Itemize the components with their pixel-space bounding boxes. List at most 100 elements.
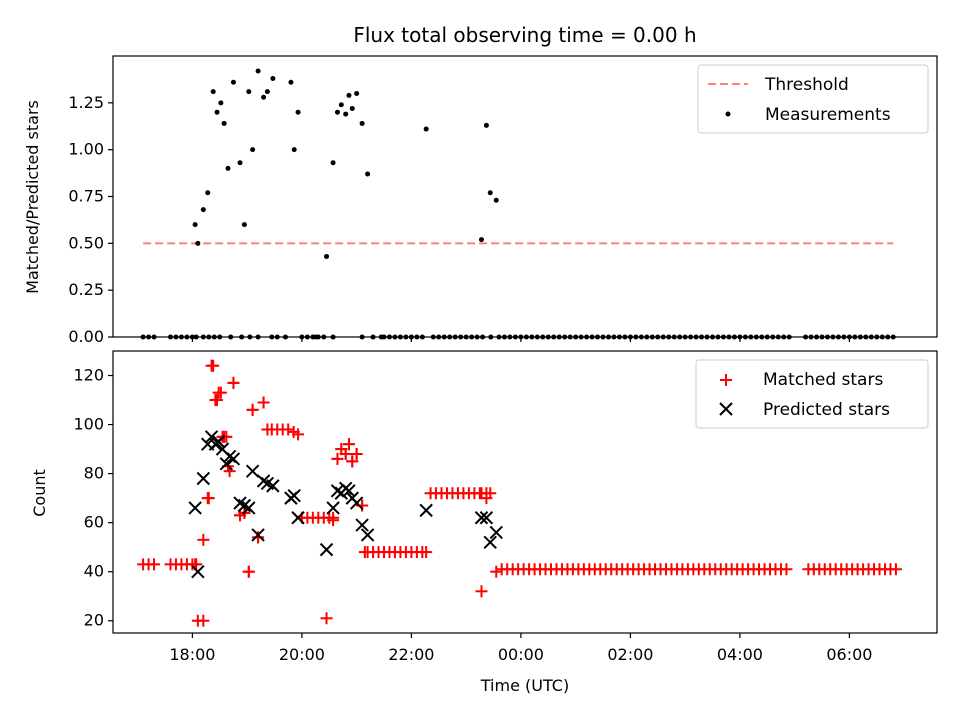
measurement-point — [246, 89, 252, 95]
measurement-point — [487, 190, 493, 196]
measurement-point — [250, 147, 256, 153]
matched-star-marker — [227, 376, 240, 389]
bottom-panel: Count Time (UTC) 20 40 60 80 100 120 18:00 20:… — [30, 350, 938, 695]
matched-star-marker — [246, 403, 259, 416]
measurement-point — [225, 165, 231, 171]
legend-measurements-swatch — [725, 111, 731, 117]
bottom-y-tick-label: 120 — [73, 366, 104, 385]
bottom-legend-box — [695, 359, 929, 429]
measurement-point — [261, 94, 267, 100]
top-legend: Threshold Measurements — [697, 64, 929, 134]
measurement-point — [478, 237, 484, 243]
x-axis-label: Time (UTC) — [480, 676, 569, 695]
predicted-star-markers — [188, 430, 503, 579]
predicted-star-marker — [204, 430, 219, 444]
top-y-axis-label: Matched/Predicted stars — [23, 100, 42, 294]
predicted-star-marker — [287, 488, 301, 503]
matched-star-marker — [197, 533, 210, 546]
matched-star-marker — [292, 428, 305, 441]
matched-star-marker — [889, 563, 902, 576]
matched-star-marker — [257, 396, 270, 409]
matched-star-marker — [350, 447, 363, 460]
measurement-point — [210, 89, 216, 95]
top-legend-box — [697, 64, 929, 134]
measurement-point — [493, 197, 499, 203]
top-y-tick-label: 0.75 — [68, 187, 104, 206]
measurement-point — [365, 171, 371, 177]
matched-star-marker — [331, 452, 344, 465]
predicted-star-marker — [474, 511, 489, 525]
predicted-star-marker — [266, 479, 280, 493]
matched-star-marker — [207, 359, 220, 372]
predicted-star-marker — [291, 511, 305, 525]
measurement-point — [214, 109, 220, 115]
x-tick-label: 04:00 — [717, 645, 763, 664]
matched-star-marker — [475, 585, 488, 598]
predicted-star-marker — [196, 471, 211, 486]
predicted-star-marker — [251, 528, 265, 542]
predicted-star-marker — [219, 457, 234, 471]
bottom-y-tick-label: 40 — [84, 562, 104, 581]
measurement-point — [288, 79, 294, 85]
x-tick-label: 20:00 — [279, 645, 325, 664]
measurement-point — [349, 105, 355, 111]
matched-star-marker — [420, 546, 433, 559]
bottom-legend: Matched stars Predicted stars — [695, 359, 929, 429]
measurement-point — [291, 147, 297, 153]
predicted-star-marker — [479, 511, 494, 525]
x-tick-label: 02:00 — [607, 645, 653, 664]
measurement-point — [218, 100, 224, 106]
predicted-star-marker — [226, 452, 241, 466]
matched-star-marker — [327, 514, 340, 527]
measurement-point — [343, 111, 349, 117]
measurement-point — [346, 92, 352, 98]
bottom-plot-frame — [112, 350, 938, 634]
top-y-ticks: 0.00 0.25 0.50 0.75 1.00 1.25 — [68, 93, 113, 346]
measurement-point — [354, 90, 360, 96]
bottom-y-tick-label: 20 — [84, 611, 104, 630]
measurement-point — [255, 68, 261, 74]
predicted-star-marker — [188, 501, 202, 515]
measurement-point — [334, 109, 340, 115]
bottom-y-ticks: 20 40 60 80 100 120 — [73, 366, 113, 630]
matched-star-marker — [361, 546, 374, 559]
legend-threshold-label: Threshold — [764, 75, 849, 95]
legend-measurements-label: Measurements — [765, 105, 891, 125]
matched-star-marker — [490, 565, 503, 578]
matched-star-marker — [282, 423, 295, 436]
x-tick-label: 06:00 — [826, 645, 872, 664]
matched-star-marker — [242, 565, 255, 578]
predicted-star-marker — [489, 525, 503, 540]
matched-star-marker — [339, 447, 352, 460]
legend-matched-label: Matched stars — [763, 370, 883, 390]
matched-star-marker — [191, 614, 204, 627]
measurement-point — [195, 240, 201, 246]
measurement-point — [338, 102, 344, 108]
top-y-tick-label: 1.25 — [68, 93, 104, 112]
matched-star-marker — [480, 492, 493, 505]
bottom-y-tick-label: 100 — [73, 415, 104, 434]
top-y-tick-label: 1.00 — [68, 140, 104, 159]
bottom-y-tick-label: 60 — [84, 513, 104, 532]
matched-star-marker — [252, 531, 265, 544]
measurement-point — [359, 120, 365, 126]
matched-star-marker — [346, 455, 359, 468]
predicted-star-marker — [360, 528, 375, 542]
top-y-tick-label: 0.25 — [68, 280, 104, 299]
bottom-y-tick-label: 80 — [84, 464, 104, 483]
matched-star-marker — [780, 563, 793, 576]
predicted-star-marker — [342, 484, 356, 498]
measurement-point — [330, 160, 336, 166]
measurement-point — [295, 109, 301, 115]
predicted-star-marker — [419, 503, 433, 518]
matched-star-marker — [148, 558, 161, 571]
measurement-point — [483, 122, 489, 128]
measurement-point — [270, 75, 276, 81]
predicted-star-marker — [211, 435, 226, 449]
top-panel: Flux total observing time = 0.00 h Match… — [23, 23, 938, 346]
measurement-point — [237, 160, 243, 166]
predicted-star-marker — [326, 501, 340, 515]
measurement-point — [241, 222, 247, 228]
matched-star-marker — [320, 612, 333, 625]
